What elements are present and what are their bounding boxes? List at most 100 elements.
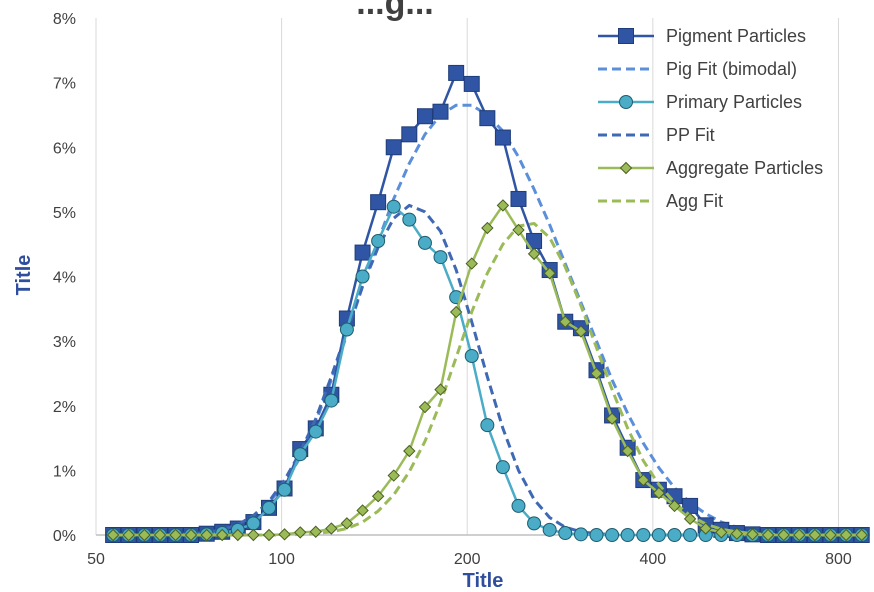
square-marker (448, 64, 465, 81)
diamond-marker (138, 528, 151, 542)
circle-marker (324, 393, 339, 408)
diamond-marker (294, 526, 307, 539)
legend-label: Pigment Particles (666, 26, 806, 46)
y-tick-label: 3% (53, 334, 76, 351)
circle-marker (495, 460, 510, 475)
x-axis-title: Title (463, 570, 504, 592)
series-line (113, 203, 862, 537)
x-tick-labels: 50 100 200 400 800 (87, 551, 852, 568)
diamond-marker (481, 221, 494, 235)
diamond-marker (855, 528, 868, 542)
y-tick-label: 7% (53, 76, 76, 93)
series-line (113, 222, 862, 537)
series-agg-fit (113, 222, 862, 537)
square-marker (479, 110, 496, 127)
circle-marker (417, 235, 432, 250)
y-tick-label: 0% (53, 528, 76, 545)
series-line (113, 71, 862, 537)
diamond-marker (824, 528, 837, 542)
circle-marker (542, 522, 557, 537)
diamond-marker (278, 528, 291, 541)
diamond-marker (371, 490, 385, 503)
series-line (113, 204, 862, 537)
x-tick-label: 100 (268, 551, 295, 568)
legend-label: Aggregate Particles (666, 158, 823, 178)
square-marker (385, 139, 402, 156)
circle-marker (620, 528, 635, 542)
legend-label: Pig Fit (bimodal) (666, 59, 797, 79)
circle-marker (386, 199, 401, 214)
x-tick-label: 800 (825, 551, 852, 568)
circle-marker (636, 528, 651, 542)
diamond-marker (496, 199, 510, 212)
diamond-marker (590, 367, 603, 380)
x-tick-label: 400 (639, 551, 666, 568)
diamond-marker (730, 527, 744, 540)
diamond-marker (543, 267, 556, 280)
square-marker (618, 28, 634, 44)
circle-marker (480, 418, 495, 433)
diamond-marker (247, 528, 260, 542)
series-primary-particles (106, 199, 869, 542)
diamond-marker (559, 315, 572, 328)
legend-item: Agg Fit (598, 191, 723, 211)
diamond-marker (340, 517, 354, 530)
diamond-marker (418, 400, 432, 414)
diamond-marker (309, 525, 322, 538)
circle-marker (605, 528, 620, 542)
diamond-marker (605, 412, 619, 425)
diamond-marker (153, 528, 167, 542)
diamond-marker (793, 528, 806, 542)
diamond-marker (169, 528, 182, 542)
circle-marker (433, 250, 448, 265)
diamond-marker (403, 444, 416, 458)
diamond-marker (746, 528, 759, 541)
circle-marker (511, 498, 526, 513)
x-tick-label: 50 (87, 551, 105, 568)
circle-marker (277, 482, 292, 497)
square-marker (510, 190, 527, 207)
diamond-marker (621, 444, 634, 458)
circle-marker (573, 527, 588, 542)
legend-item: Pig Fit (bimodal) (598, 59, 797, 79)
series-line (113, 205, 862, 537)
diamond-marker (637, 473, 650, 487)
y-tick-label: 8% (53, 11, 76, 28)
circle-marker (262, 500, 277, 515)
diamond-marker (699, 522, 712, 535)
x-tick-label: 200 (454, 551, 481, 568)
square-marker (494, 129, 511, 146)
circle-marker (527, 516, 542, 531)
y-tick-label: 2% (53, 399, 76, 416)
circle-marker (308, 424, 323, 439)
series-aggregate-particles (106, 199, 868, 542)
legend-item: Aggregate Particles (598, 158, 823, 178)
y-tick-label: 1% (53, 463, 76, 480)
series-pigment-particles (105, 64, 870, 543)
diamond-marker (683, 512, 697, 526)
series-pp-fit (113, 203, 862, 537)
circle-marker (619, 95, 633, 109)
diamond-marker (449, 305, 463, 319)
series-layer (105, 64, 870, 543)
y-axis-title: Title (13, 255, 35, 296)
circle-marker (651, 528, 666, 542)
y-tick-labels: 0% 1% 2% 3% 4% 5% 6% 7% 8% (53, 11, 76, 545)
diamond-marker (652, 486, 666, 500)
diamond-marker (387, 469, 400, 482)
circle-marker (246, 516, 261, 531)
diamond-marker (122, 528, 135, 542)
square-marker (401, 126, 418, 143)
diamond-marker (325, 522, 338, 535)
square-marker (682, 497, 699, 514)
diamond-marker (512, 223, 525, 237)
legend: Pigment Particles Pig Fit (bimodal) Primar… (598, 26, 823, 211)
square-marker (354, 244, 371, 261)
circle-marker (339, 322, 354, 337)
diamond-marker (574, 325, 588, 338)
circle-marker (402, 212, 417, 227)
diamond-marker (215, 528, 229, 542)
diamond-marker (200, 528, 213, 542)
legend-item: PP Fit (598, 125, 715, 145)
